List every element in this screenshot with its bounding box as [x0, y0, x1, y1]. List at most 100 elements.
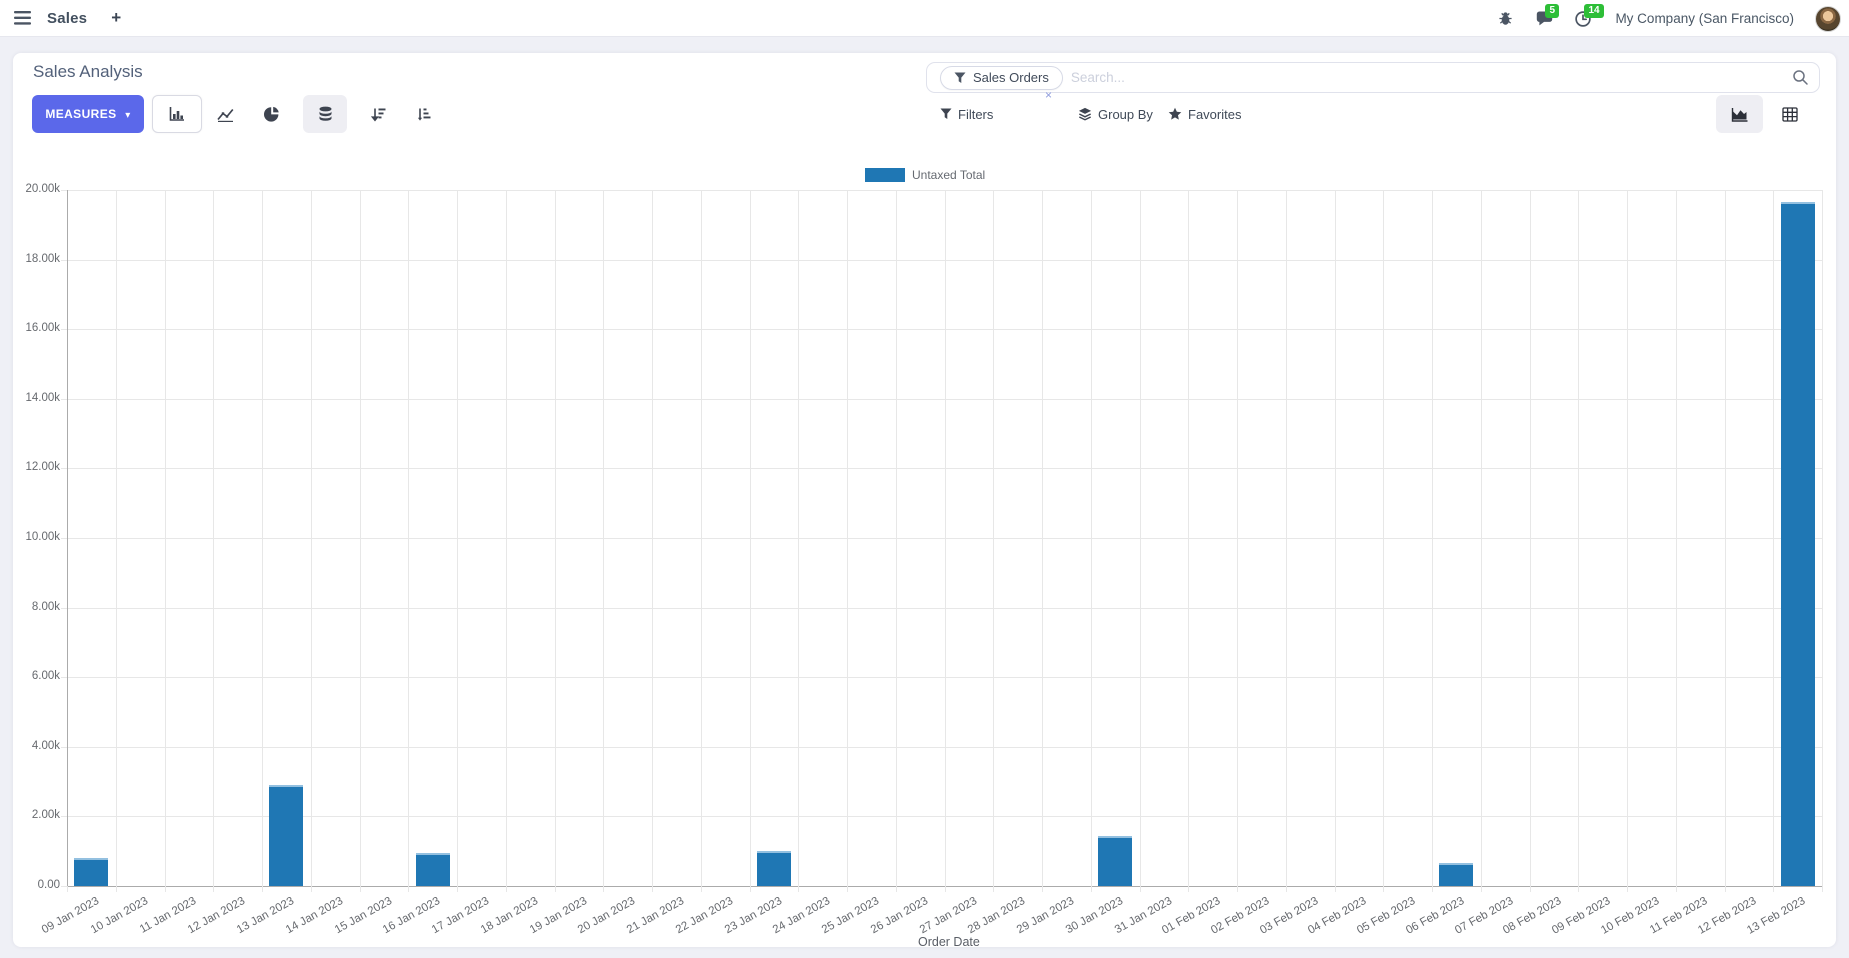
y-tick-label: 18.00k	[25, 252, 60, 265]
v-gridline	[359, 190, 361, 886]
search-bar[interactable]: Sales Orders Search...	[926, 62, 1820, 93]
y-tick-mark	[61, 538, 67, 539]
database-stack-icon	[319, 106, 331, 121]
y-tick-label: 0.00	[37, 879, 60, 891]
x-tick-mark	[652, 886, 653, 892]
bar-13-jan-2023[interactable]	[269, 785, 304, 886]
filter-funnel-icon	[954, 72, 966, 83]
x-tick-mark	[164, 886, 166, 892]
facet-remove-icon[interactable]: ×	[1045, 88, 1053, 102]
v-gridline	[310, 190, 312, 886]
legend-color-swatch	[865, 168, 905, 182]
x-tick-mark	[310, 886, 312, 892]
x-tick-mark	[1285, 886, 1287, 892]
v-gridline	[408, 190, 410, 886]
star-icon	[1168, 107, 1182, 120]
v-gridline	[1042, 190, 1043, 886]
x-tick-mark	[1042, 886, 1043, 892]
bar-chart-button[interactable]	[152, 95, 202, 133]
pivot-view-button[interactable]	[1766, 95, 1813, 133]
pie-chart-button[interactable]	[252, 95, 292, 133]
search-input[interactable]: Search...	[1070, 70, 1125, 85]
v-gridline	[749, 190, 751, 886]
x-tick-mark	[1822, 886, 1823, 892]
bar-30-jan-2023[interactable]	[1098, 835, 1133, 886]
x-tick-mark	[457, 886, 458, 892]
v-gridline	[1773, 190, 1775, 886]
debug-bug-icon[interactable]	[1494, 8, 1516, 30]
pivot-table-icon	[1781, 106, 1798, 122]
v-gridline	[1675, 190, 1677, 886]
bar-23-jan-2023[interactable]	[756, 851, 791, 886]
x-tick-mark	[749, 886, 751, 892]
line-chart-button[interactable]	[205, 95, 245, 133]
v-gridline	[1578, 190, 1580, 886]
x-tick-mark	[700, 886, 702, 892]
top-navbar: Sales + 5 14 My Company (San Fr	[0, 0, 1849, 37]
x-tick-mark	[798, 886, 800, 892]
y-tick-label: 16.00k	[25, 322, 60, 335]
x-tick-mark	[1139, 886, 1141, 892]
y-axis-line	[67, 190, 68, 886]
group-by-button[interactable]: Group By	[1078, 104, 1153, 124]
y-tick-mark	[61, 329, 67, 331]
bar-16-jan-2023[interactable]	[415, 852, 450, 886]
v-gridline	[944, 190, 946, 886]
app-name[interactable]: Sales	[47, 9, 88, 27]
v-gridline	[457, 190, 458, 886]
sort-asc-icon	[417, 108, 430, 121]
v-gridline	[798, 190, 800, 886]
filter-funnel-icon	[940, 108, 952, 119]
v-gridline	[895, 190, 897, 886]
x-tick-mark	[847, 886, 848, 892]
x-tick-mark	[1529, 886, 1531, 892]
bar-06-feb-2023[interactable]	[1439, 863, 1474, 886]
x-tick-mark	[262, 886, 263, 892]
v-gridline	[262, 190, 263, 886]
x-tick-mark	[603, 886, 605, 892]
graph-view-button[interactable]	[1716, 95, 1763, 133]
v-gridline	[1237, 190, 1238, 886]
bar-chart-icon	[169, 107, 184, 121]
sort-ascending-button[interactable]	[403, 95, 443, 133]
user-avatar[interactable]	[1815, 5, 1841, 32]
new-tab-button[interactable]: +	[111, 8, 122, 27]
hamburger-menu-icon[interactable]	[11, 7, 33, 29]
measures-button[interactable]: MEASURES ▾	[32, 95, 144, 133]
y-tick-label: 10.00k	[25, 531, 60, 543]
legend-item-untaxed-total[interactable]: Untaxed Total	[865, 168, 985, 182]
v-gridline	[1432, 190, 1433, 886]
pie-chart-icon	[264, 106, 279, 122]
v-gridline	[603, 190, 605, 886]
y-tick-mark	[61, 886, 67, 887]
messages-icon[interactable]: 5	[1533, 3, 1559, 30]
filters-button[interactable]: Filters	[940, 104, 993, 124]
x-tick-mark	[67, 886, 68, 892]
v-gridline	[1529, 190, 1531, 886]
y-tick-label: 6.00k	[31, 670, 60, 683]
y-tick-mark	[61, 746, 67, 748]
search-facet-sales-orders[interactable]: Sales Orders	[940, 65, 1063, 90]
v-gridline	[554, 190, 556, 886]
sort-descending-button[interactable]	[358, 95, 398, 133]
company-switcher[interactable]: My Company (San Francisco)	[1615, 11, 1794, 26]
x-tick-mark	[1334, 886, 1336, 892]
bar-13-feb-2023[interactable]	[1780, 202, 1815, 886]
x-tick-mark	[1627, 886, 1628, 892]
x-tick-mark	[408, 886, 410, 892]
search-icon[interactable]	[1792, 69, 1809, 86]
favorites-button[interactable]: Favorites	[1168, 104, 1241, 124]
x-tick-mark	[1724, 886, 1726, 892]
v-gridline	[1724, 190, 1726, 886]
x-tick-mark	[1578, 886, 1580, 892]
y-tick-label: 14.00k	[25, 391, 60, 404]
bar-09-jan-2023[interactable]	[74, 858, 109, 886]
activities-clock-icon[interactable]: 14	[1572, 3, 1604, 30]
content-card: Sales Analysis MEASURES ▾	[13, 53, 1836, 949]
stacked-toggle-button[interactable]	[303, 95, 347, 133]
v-gridline	[213, 190, 215, 886]
x-tick-mark	[115, 886, 117, 892]
x-tick-mark	[993, 886, 995, 892]
y-tick-mark	[61, 607, 67, 609]
y-tick-mark	[61, 816, 67, 818]
